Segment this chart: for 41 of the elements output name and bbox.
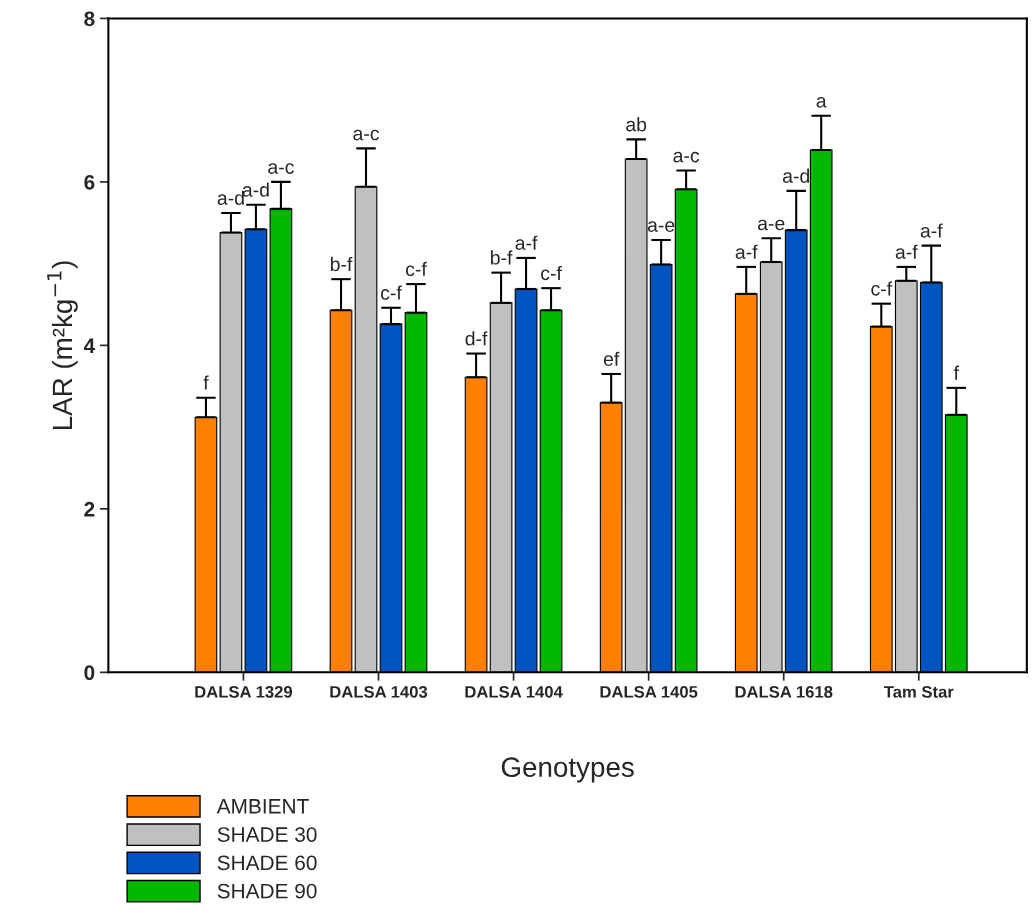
data-label: b-f	[330, 256, 353, 272]
data-label: a-c	[268, 163, 294, 174]
data-label: d-f	[465, 331, 488, 346]
x-tick-label: Tam Star	[883, 685, 954, 698]
data-label: ab	[626, 117, 647, 132]
data-label: a-f	[920, 223, 943, 238]
data-label: a-f	[515, 235, 538, 250]
data-label: a-d	[782, 168, 810, 183]
x-tick-label: DALSA 1329	[195, 685, 293, 698]
data-label: b-f	[490, 250, 513, 265]
data-label: c-f	[871, 281, 893, 296]
y-tick-label: 4	[83, 338, 96, 353]
data-label: a-d	[217, 190, 244, 205]
data-label: f	[203, 375, 209, 390]
data-label: c-f	[406, 261, 427, 277]
data-label: a-e	[647, 221, 675, 232]
y-tick-label: 6	[84, 174, 95, 190]
legend-label: SHADE 30	[217, 827, 317, 842]
x-tick-label: DALSA 1403	[330, 685, 428, 698]
y-tick-label: 2	[84, 501, 95, 517]
data-label: a-c	[353, 129, 379, 141]
legend-label: SHADE 60	[217, 855, 317, 871]
data-label: a-f	[735, 244, 758, 259]
data-label: a-c	[673, 151, 700, 163]
legend-label: AMBIENT	[216, 799, 309, 814]
x-axis-title: Genotypes	[501, 757, 634, 783]
data-label: a-d	[242, 182, 269, 197]
y-axis-title: LAR (m²kg$^{−1}$)	[47, 261, 78, 430]
data-label: c-f	[381, 285, 402, 300]
data-label: ef	[603, 351, 620, 366]
data-label: a	[816, 97, 827, 108]
y-tick-label: 8	[84, 11, 95, 27]
data-label: a-e	[758, 219, 785, 231]
data-label: f	[953, 365, 959, 380]
x-tick-label: DALSA 1618	[735, 685, 833, 698]
legend-label: SHADE 90	[217, 883, 317, 899]
data-label: c-f	[541, 265, 562, 281]
y-tick-label: 0	[84, 665, 95, 681]
data-label: a-f	[895, 244, 918, 259]
x-tick-label: DALSA 1405	[600, 685, 698, 698]
x-tick-label: DALSA 1404	[465, 685, 563, 698]
